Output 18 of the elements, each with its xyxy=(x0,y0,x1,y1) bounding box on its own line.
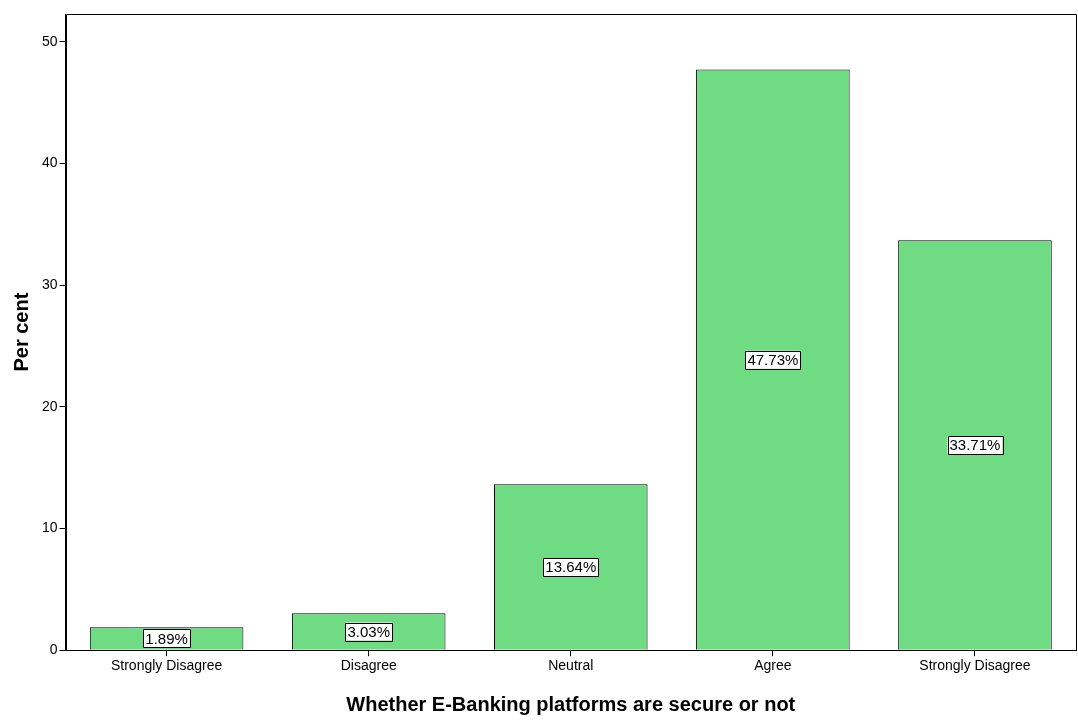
x-tick-label: Agree xyxy=(754,657,792,674)
x-tick-label: Disagree xyxy=(340,657,397,674)
y-tick-label: 40 xyxy=(41,154,58,171)
y-tick-label: 50 xyxy=(41,32,58,49)
y-tick-label: 0 xyxy=(49,641,58,658)
data-label: 47.73% xyxy=(747,350,799,368)
y-axis-title: Per cent xyxy=(9,292,32,372)
x-tick-label: Neutral xyxy=(548,657,594,674)
data-label: 13.64% xyxy=(545,558,597,576)
data-label: 1.89% xyxy=(145,629,188,647)
x-tick-label: Strongly Disagree xyxy=(919,657,1031,674)
data-label: 3.03% xyxy=(347,622,390,640)
x-tick-label: Strongly Disagree xyxy=(110,657,223,674)
x-axis-title: Whether E-Banking platforms are secure or not xyxy=(346,692,796,715)
y-tick-label: 20 xyxy=(41,397,58,414)
y-tick-label: 30 xyxy=(41,276,58,293)
y-tick-label: 10 xyxy=(41,519,58,536)
data-label: 33.71% xyxy=(949,436,1001,454)
